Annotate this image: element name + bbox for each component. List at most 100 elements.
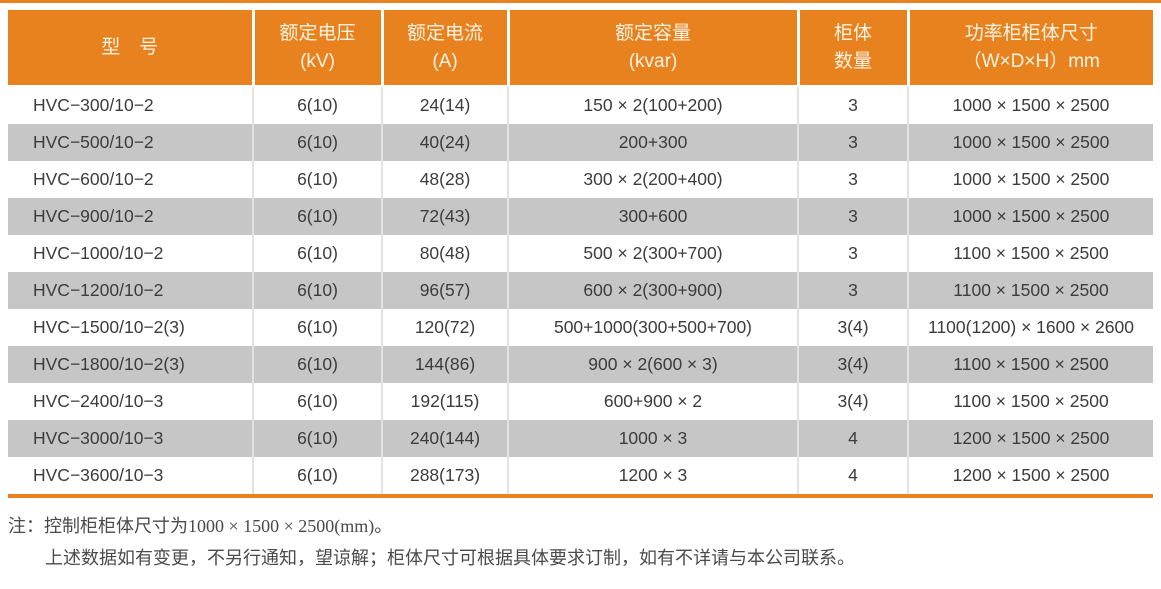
column-header-line1: 柜体 bbox=[833, 22, 872, 44]
value-cell: 3 bbox=[797, 235, 908, 272]
value-cell: 1100 × 1500 × 2500 bbox=[907, 272, 1153, 309]
value-cell: 40(24) bbox=[381, 124, 508, 161]
bottom-accent-rule bbox=[8, 494, 1153, 498]
table-row: HVC−500/10−2 6(10) 40(24) 200+300 3 1000 × 15… bbox=[8, 124, 1153, 161]
model-cell: HVC−1200/10−2 bbox=[33, 280, 164, 300]
column-header-line2: (A) bbox=[432, 50, 458, 72]
model-cell: HVC−1800/10−2(3) bbox=[33, 354, 185, 374]
table-row: HVC−300/10−2 6(10) 24(14) 150 × 2(100+200) 3… bbox=[8, 86, 1153, 124]
value-cell: 6(10) bbox=[252, 420, 382, 457]
value-cell: 192(115) bbox=[381, 383, 508, 420]
value-cell: 6(10) bbox=[252, 124, 382, 161]
value-cell: 96(57) bbox=[381, 272, 508, 309]
spec-table: 型 号 额定电压 (kV) 额定电流 (A) 额定容量 (kvar) 柜体数量 功率柜柜体尺寸 （… bbox=[8, 10, 1153, 494]
header-row: 型 号 额定电压 (kV) 额定电流 (A) 额定容量 (kvar) 柜体数量 功率柜柜体尺寸 （… bbox=[8, 10, 1153, 87]
column-header-5: 功率柜柜体尺寸 （W×D×H）mm bbox=[906, 10, 1153, 87]
model-cell: HVC−600/10−2 bbox=[33, 169, 154, 189]
column-header-line2: （W×D×H）mm bbox=[962, 50, 1100, 72]
value-cell: 1100 × 1500 × 2500 bbox=[907, 235, 1153, 272]
value-cell: 48(28) bbox=[381, 161, 508, 198]
value-cell: 900 × 2(600 × 3) bbox=[507, 346, 798, 383]
value-cell: 3 bbox=[797, 86, 908, 124]
model-cell: HVC−300/10−2 bbox=[33, 95, 154, 115]
value-cell: 6(10) bbox=[252, 235, 382, 272]
value-cell: 600+900 × 2 bbox=[507, 383, 798, 420]
value-cell: 6(10) bbox=[252, 346, 382, 383]
value-cell: 6(10) bbox=[252, 457, 382, 494]
value-cell: 120(72) bbox=[381, 309, 508, 346]
column-header-line1: 功率柜柜体尺寸 bbox=[964, 22, 1098, 44]
note-line-2: 上述数据如有变更，不另行通知，望谅解；柜体尺寸可根据具体要求订制，如有不详请与本… bbox=[45, 548, 855, 569]
model-cell: HVC−1500/10−2(3) bbox=[33, 317, 185, 337]
value-cell: 80(48) bbox=[381, 235, 508, 272]
table-row: HVC−900/10−2 6(10) 72(43) 300+600 3 1000 × 15… bbox=[8, 198, 1153, 235]
column-header-line1: 额定电压 bbox=[279, 22, 356, 44]
value-cell: 6(10) bbox=[252, 272, 382, 309]
value-cell: 1000 × 1500 × 2500 bbox=[907, 124, 1153, 161]
value-cell: 6(10) bbox=[252, 198, 382, 235]
model-cell: HVC−500/10−2 bbox=[33, 132, 154, 152]
value-cell: 1000 × 1500 × 2500 bbox=[907, 86, 1153, 124]
column-header-2: 额定电流 (A) bbox=[380, 10, 508, 87]
value-cell: 300 × 2(200+400) bbox=[507, 161, 798, 198]
model-cell: HVC−3000/10−3 bbox=[33, 428, 164, 448]
value-cell: 1200 × 1500 × 2500 bbox=[907, 420, 1153, 457]
footnotes: 注：控制柜柜体尺寸为1000 × 1500 × 2500(mm)。 上述数据如有… bbox=[8, 510, 1161, 575]
table-row: HVC−2400/10−3 6(10) 192(115) 600+900 × 2 3(4… bbox=[8, 383, 1153, 420]
value-cell: 3(4) bbox=[797, 346, 908, 383]
value-cell: 1000 × 1500 × 2500 bbox=[907, 198, 1153, 235]
column-header-line1: 型 号 bbox=[101, 36, 159, 58]
column-header-line1: 额定容量 bbox=[614, 22, 691, 44]
column-header-line2: (kvar) bbox=[628, 50, 678, 72]
value-cell: 600 × 2(300+900) bbox=[507, 272, 798, 309]
value-cell: 24(14) bbox=[381, 86, 508, 124]
value-cell: 300+600 bbox=[507, 198, 798, 235]
column-header-line2: (kV) bbox=[300, 50, 335, 72]
top-accent-rule bbox=[0, 0, 1161, 3]
value-cell: 1000 × 3 bbox=[507, 420, 798, 457]
column-header-line2: 数量 bbox=[833, 50, 872, 72]
value-cell: 72(43) bbox=[381, 198, 508, 235]
table-body: HVC−300/10−2 6(10) 24(14) 150 × 2(100+200) 3… bbox=[8, 86, 1153, 494]
value-cell: 6(10) bbox=[252, 309, 382, 346]
note-line-1: 注：控制柜柜体尺寸为1000 × 1500 × 2500(mm)。 bbox=[8, 516, 393, 536]
value-cell: 1100 × 1500 × 2500 bbox=[907, 346, 1153, 383]
table-header: 型 号 额定电压 (kV) 额定电流 (A) 额定容量 (kvar) 柜体数量 功率柜柜体尺寸 （… bbox=[8, 10, 1153, 87]
value-cell: 144(86) bbox=[381, 346, 508, 383]
column-header-3: 额定容量 (kvar) bbox=[506, 10, 798, 87]
value-cell: 288(173) bbox=[381, 457, 508, 494]
value-cell: 3 bbox=[797, 124, 908, 161]
value-cell: 6(10) bbox=[252, 86, 382, 124]
value-cell: 3(4) bbox=[797, 383, 908, 420]
table-row: HVC−3600/10−3 6(10) 288(173) 1200 × 3 4 1200 … bbox=[8, 457, 1153, 494]
value-cell: 1000 × 1500 × 2500 bbox=[907, 161, 1153, 198]
model-cell: HVC−900/10−2 bbox=[33, 206, 154, 226]
table-row: HVC−1800/10−2(3) 6(10) 144(86) 900 × 2(600 … bbox=[8, 346, 1153, 383]
column-header-line1: 额定电流 bbox=[406, 22, 483, 44]
model-cell: HVC−2400/10−3 bbox=[33, 391, 164, 411]
value-cell: 1100(1200) × 1600 × 2600 bbox=[907, 309, 1153, 346]
value-cell: 1200 × 1500 × 2500 bbox=[907, 457, 1153, 494]
value-cell: 240(144) bbox=[381, 420, 508, 457]
model-cell: HVC−1000/10−2 bbox=[33, 243, 164, 263]
value-cell: 500 × 2(300+700) bbox=[507, 235, 798, 272]
table-row: HVC−1000/10−2 6(10) 80(48) 500 × 2(300+700)… bbox=[8, 235, 1153, 272]
value-cell: 150 × 2(100+200) bbox=[507, 86, 798, 124]
value-cell: 3(4) bbox=[797, 309, 908, 346]
value-cell: 3 bbox=[797, 161, 908, 198]
value-cell: 200+300 bbox=[507, 124, 798, 161]
column-header-1: 额定电压 (kV) bbox=[251, 10, 382, 87]
value-cell: 3 bbox=[797, 198, 908, 235]
table-row: HVC−600/10−2 6(10) 48(28) 300 × 2(200+400) 3… bbox=[8, 161, 1153, 198]
value-cell: 500+1000(300+500+700) bbox=[507, 309, 798, 346]
value-cell: 4 bbox=[797, 420, 908, 457]
table-row: HVC−3000/10−3 6(10) 240(144) 1000 × 3 4 1200 … bbox=[8, 420, 1153, 457]
value-cell: 1100 × 1500 × 2500 bbox=[907, 383, 1153, 420]
value-cell: 1200 × 3 bbox=[507, 457, 798, 494]
column-header-4: 柜体 数量 bbox=[796, 10, 908, 87]
model-cell: HVC−3600/10−3 bbox=[33, 465, 164, 485]
column-header-0: 型 号 bbox=[8, 10, 253, 87]
value-cell: 6(10) bbox=[252, 161, 382, 198]
value-cell: 4 bbox=[797, 457, 908, 494]
value-cell: 3 bbox=[797, 272, 908, 309]
